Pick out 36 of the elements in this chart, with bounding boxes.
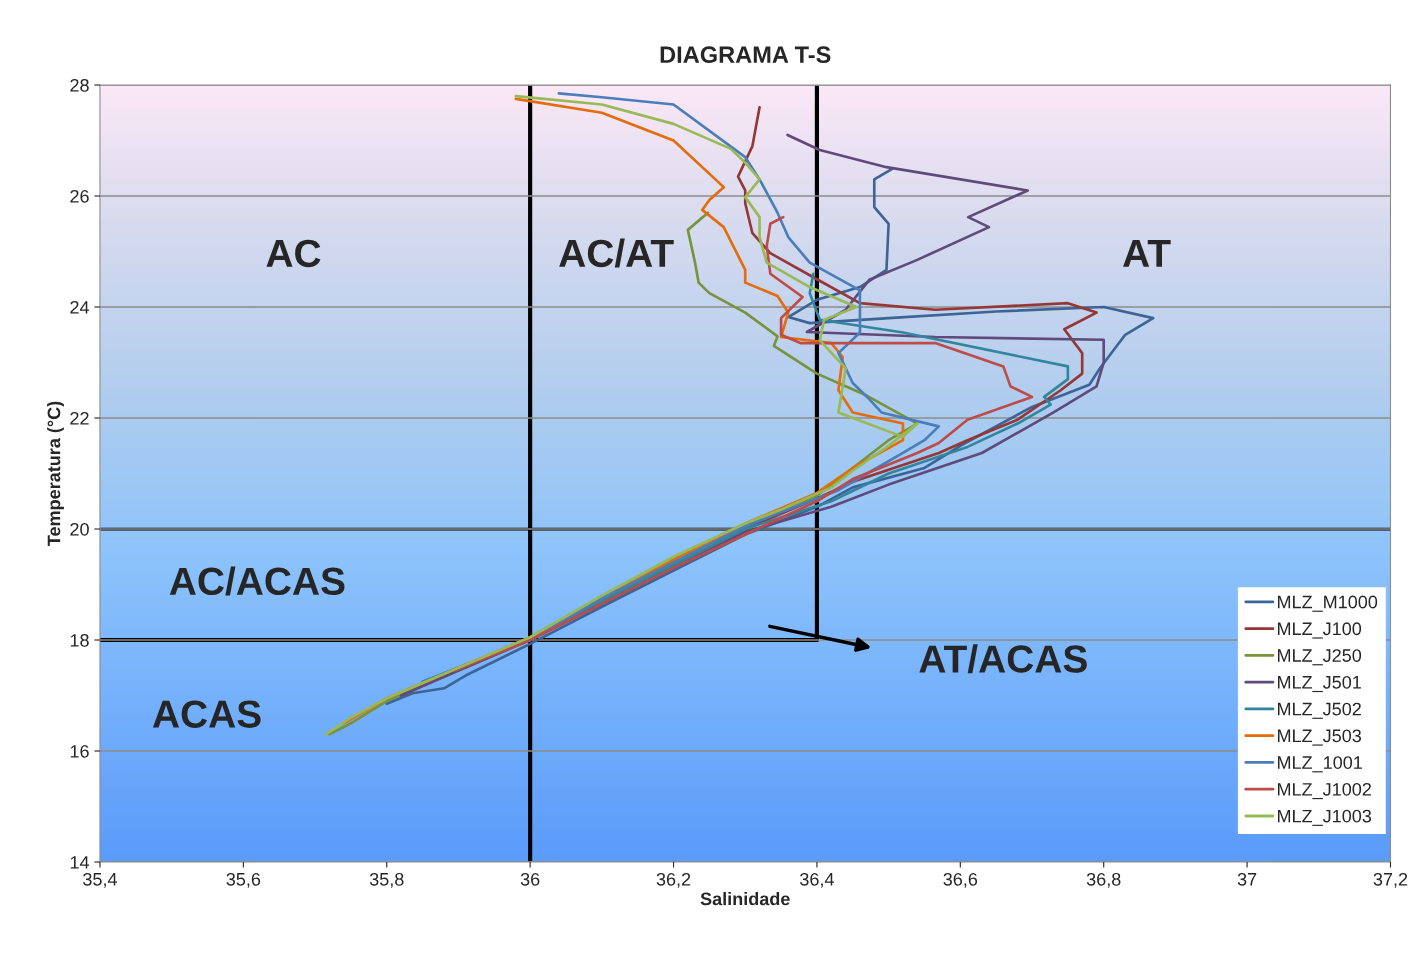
annotation: AC/ACAS xyxy=(169,566,345,596)
chart-title: DIAGRAMA T-S xyxy=(660,46,831,64)
x-tick-label: 36,6 xyxy=(943,872,978,888)
legend-label: MLZ_J1002 xyxy=(1277,782,1371,800)
x-tick-label: 35,4 xyxy=(83,872,118,888)
annotation: AC/AT xyxy=(559,238,674,268)
legend-label: MLZ_J250 xyxy=(1277,649,1362,666)
x-tick-label: 36,4 xyxy=(800,872,834,888)
legend-label: MLZ_J1003 xyxy=(1277,809,1372,826)
y-tick-label: 18 xyxy=(70,633,89,647)
y-tick-label: 24 xyxy=(70,300,90,314)
annotation: AT xyxy=(1123,240,1171,267)
y-tick-label: 26 xyxy=(70,189,89,203)
y-axis-title: Temperatura (°C) xyxy=(47,401,64,546)
legend-label: MLZ_J502 xyxy=(1277,702,1361,719)
y-tick-label: 14 xyxy=(70,856,90,869)
x-axis-title: Salinidade xyxy=(700,892,790,906)
x-tick-label: 37,2 xyxy=(1373,872,1408,888)
legend-label: MLZ_1001 xyxy=(1277,756,1362,773)
annotation: AT/ACAS xyxy=(919,644,1087,674)
x-tick-label: 37 xyxy=(1237,872,1257,886)
x-tick-label: 36,8 xyxy=(1086,872,1121,888)
legend-label: MLZ_J503 xyxy=(1277,729,1362,746)
legend-label: MLZ_M1000 xyxy=(1277,595,1378,612)
x-tick-label: 36 xyxy=(520,872,540,886)
annotation: ACAS xyxy=(152,700,261,728)
x-tick-label: 35,6 xyxy=(226,872,261,888)
annotation: AC xyxy=(266,239,321,268)
legend-label: MLZ_J100 xyxy=(1277,622,1362,639)
y-tick-label: 16 xyxy=(70,744,89,758)
y-tick-label: 22 xyxy=(70,411,89,425)
x-tick-label: 36,2 xyxy=(656,872,691,888)
legend-label: MLZ_J501 xyxy=(1277,675,1361,693)
y-tick-label: 20 xyxy=(70,522,89,536)
y-tick-label: 28 xyxy=(70,78,89,92)
x-tick-label: 35,8 xyxy=(369,872,404,888)
